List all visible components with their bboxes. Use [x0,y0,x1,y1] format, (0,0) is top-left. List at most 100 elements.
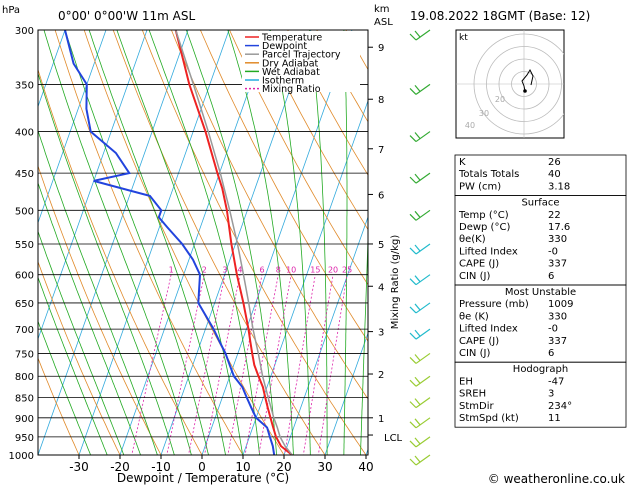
temperature-tick-label: 30 [317,460,332,474]
temperature-tick-labels: -30 -20 -10 0 10 20 30 40 [69,455,374,474]
height-km-tick-label: 4 [378,282,384,293]
hodograph-start-dot [523,89,527,93]
wet-adiabat-line [38,276,108,455]
hodograph-ring-label: 30 [479,109,489,118]
wet-adiabat-line [38,230,125,455]
wet-adiabat-line [88,30,226,455]
mixing-ratio-labels: 1 2 3 4 6 8 10 15 20 25 [169,266,353,275]
wet-adiabat-line [38,129,158,455]
wet-adiabat-line [38,320,92,455]
wind-barb [409,243,431,255]
height-km-tick-label: 9 [378,43,384,54]
index-label: PW (cm) [459,181,501,192]
index-value: 330 [548,311,567,322]
isotherm-line [78,30,230,455]
mixing-ratio-label: 6 [259,266,264,275]
wet-adiabat-line [185,30,278,455]
legend-box [242,31,360,92]
height-unit-km: km [374,4,390,15]
index-value: 17.6 [548,222,570,233]
mixing-ratio-label: 8 [276,266,281,275]
index-label: Lifted Index [459,324,518,335]
index-value: 234° [548,401,572,412]
legend-entry: Parcel Trajectory [262,50,341,61]
hodograph-trace [521,68,534,92]
hodograph-ring-label: 20 [495,95,505,104]
mixing-ratio-label: 3 [222,266,227,275]
legend-entry: Mixing Ratio [262,84,321,95]
isotherm-line [201,30,353,455]
height-unit-asl: ASL [374,17,393,28]
isotherm-line [38,30,107,224]
index-label: StmSpd (kt) [459,413,519,424]
pressure-tick-label: 450 [15,169,34,180]
pressure-tick-label: 950 [15,433,34,444]
dry-adiabat-line [38,164,162,455]
profile-temperature [174,30,293,455]
index-value: 6 [548,271,554,282]
wet-adiabat-line [148,30,261,455]
index-label: CIN (J) [459,271,490,282]
height-km-tick-label: 5 [378,240,384,251]
temperature-tick-label: -10 [151,460,171,474]
wet-adiabat-lines [38,30,368,455]
isotherm-line [324,331,368,455]
wind-barb [409,302,431,314]
height-km-tick-label: 7 [378,145,384,156]
mixing-ratio-label: 1 [169,266,174,275]
height-km-tick-label: 6 [378,190,384,201]
index-value: 22 [548,210,561,221]
pressure-tick-label: 850 [15,394,34,405]
wind-barb [409,436,431,448]
height-km-tick-label: 8 [378,95,384,106]
height-km-tick-label: 2 [378,370,384,381]
mixing-ratio-label: 15 [310,266,320,275]
wind-barb [409,274,431,286]
mixing-ratio-lines [131,274,348,455]
index-value: 337 [548,336,567,347]
pressure-tick-label: 550 [15,240,34,251]
index-label: Lifted Index [459,246,518,257]
wind-barb [409,83,431,95]
hodograph-ring-label: 40 [465,121,475,130]
height-km-tick-labels: 1 2 3 4 5 6 7 8 9 [368,43,384,436]
temperature-tick-label: 20 [276,460,291,474]
index-label: θe(K) [459,234,486,245]
mixing-ratio-line [258,274,292,455]
dry-adiabat-line [199,30,368,342]
dry-adiabat-line [141,30,367,455]
index-value: -47 [548,376,564,387]
wet-adiabat-line [64,30,209,455]
location-title: 0°00' 0°00'W 11m ASL [58,9,196,23]
wind-barb [409,397,431,409]
wet-adiabat-line [269,30,311,455]
index-value: 6 [548,348,554,359]
profile-lines [64,30,293,455]
isotherm-line [38,30,66,108]
index-label: EH [459,376,473,387]
isotherm-line [38,30,189,455]
x-axis-label: Dewpoint / Temperature (°C) [117,471,289,485]
temperature-tick-label: 10 [235,460,250,474]
profile-dewpoint [64,30,276,455]
wet-adiabat-line [38,72,175,455]
pressure-tick-label: 350 [15,80,34,91]
index-value: 40 [548,169,561,180]
dry-adiabat-line [589,6,629,473]
dry-adiabat-line [38,356,80,455]
lcl-label: LCL [384,433,403,444]
mixing-ratio-label: 25 [342,266,352,275]
isotherm-lines [38,30,368,455]
height-km-tick-label: 1 [378,414,384,425]
wind-barb [409,131,431,143]
index-value: -0 [548,324,558,335]
mixing-ratio-label: 10 [286,266,296,275]
index-label: Dewp (°C) [459,222,510,233]
pressure-tick-label: 600 [15,271,34,282]
index-value: 26 [548,157,561,168]
indices-panel: K 26 Totals Totals 40 PW (cm) 3.18 Surface Temp… [454,154,627,428]
datetime-title: 19.08.2022 18GMT (Base: 12) [410,9,590,23]
temperature-tick-label: 0 [198,460,206,474]
index-label: Totals Totals [458,169,519,180]
